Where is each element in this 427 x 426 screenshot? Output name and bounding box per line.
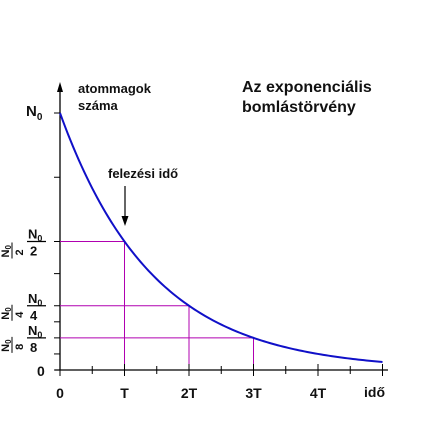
y-axis-ticks xyxy=(54,112,60,371)
fraction-denominator: 8 xyxy=(30,340,37,355)
y-max-label: N0 xyxy=(26,103,43,123)
x-tick-labels: 0 T 2T 3T 4T xyxy=(56,385,327,401)
rotated-fraction-3: N08 xyxy=(0,336,26,353)
fraction-numerator: N0 xyxy=(28,323,42,340)
fraction-subscript: 0 xyxy=(37,234,42,244)
fraction-subscript: 0 xyxy=(37,330,42,340)
chart-title-line2: bomlástörvény xyxy=(242,99,356,116)
y-axis-label-line1: atommagok xyxy=(78,81,152,96)
rotated-symbol: N xyxy=(0,344,12,352)
annotation-arrow-icon xyxy=(121,216,129,226)
fraction-denominator: 2 xyxy=(30,244,37,259)
fraction-symbol: N xyxy=(28,291,37,306)
y-max-symbol: N xyxy=(26,103,37,120)
rotated-numerator: N0 xyxy=(0,339,13,352)
fraction-symbol: N xyxy=(28,227,37,242)
rotated-symbol: N xyxy=(0,250,12,258)
half-life-annotation: felezési idő xyxy=(108,166,178,181)
rotated-denominator: 8 xyxy=(14,344,26,350)
chart-title: Az exponenciális xyxy=(242,79,372,96)
y-axis-arrow-icon xyxy=(57,82,63,92)
fraction-numerator: N0 xyxy=(28,227,42,244)
fraction-symbol: N xyxy=(28,323,37,338)
y-fraction-label-1: N02 xyxy=(27,227,46,259)
rotated-subscript: 0 xyxy=(4,307,13,312)
decay-curve xyxy=(59,112,383,363)
y-zero-label: 0 xyxy=(37,363,45,379)
y-axis-label-line2: száma xyxy=(78,98,119,113)
fraction-subscript: 0 xyxy=(37,298,42,308)
rotated-subscript: 0 xyxy=(4,245,13,250)
x-tick-label-2: 2T xyxy=(181,385,198,401)
rotated-subscript: 0 xyxy=(4,339,13,344)
rotated-denominator: 4 xyxy=(14,311,26,318)
x-tick-label-0: 0 xyxy=(56,385,64,401)
half-life-guides xyxy=(60,241,254,370)
fraction-denominator: 4 xyxy=(30,308,38,323)
fraction-numerator: N0 xyxy=(28,291,42,308)
x-tick-label-1: T xyxy=(120,385,129,401)
y-fraction-label-2: N04 xyxy=(27,291,46,323)
rotated-numerator: N0 xyxy=(0,307,13,320)
rotated-symbol: N xyxy=(0,312,12,320)
x-tick-label-3: 3T xyxy=(245,385,262,401)
x-axis-label: idő xyxy=(364,384,385,400)
rotated-fraction-1: N02 xyxy=(0,242,26,259)
y-fraction-label-3: N08 xyxy=(27,323,46,355)
y-max-subscript: 0 xyxy=(37,112,43,123)
rotated-fraction-2: N04 xyxy=(0,304,26,321)
rotated-numerator: N0 xyxy=(0,245,13,258)
rotated-denominator: 2 xyxy=(14,249,26,255)
x-axis-ticks xyxy=(59,364,383,376)
x-tick-label-4: 4T xyxy=(310,385,327,401)
